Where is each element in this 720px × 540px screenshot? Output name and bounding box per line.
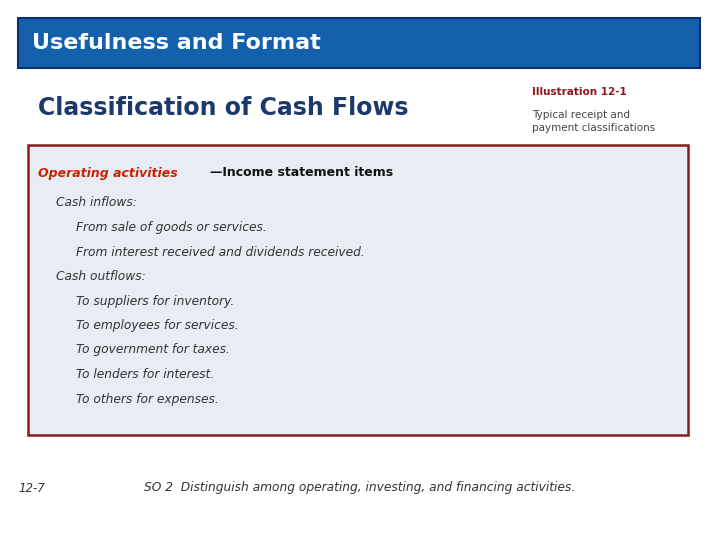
Text: Usefulness and Format: Usefulness and Format xyxy=(32,33,320,53)
Text: Classification of Cash Flows: Classification of Cash Flows xyxy=(38,96,408,120)
Text: —Income statement items: —Income statement items xyxy=(210,166,393,179)
Text: From sale of goods or services.: From sale of goods or services. xyxy=(76,221,266,234)
Text: SO 2  Distinguish among operating, investing, and financing activities.: SO 2 Distinguish among operating, invest… xyxy=(145,482,575,495)
Text: To lenders for interest.: To lenders for interest. xyxy=(76,368,214,381)
Text: Cash inflows:: Cash inflows: xyxy=(56,197,137,210)
Text: To others for expenses.: To others for expenses. xyxy=(76,393,219,406)
Text: Operating activities: Operating activities xyxy=(38,166,178,179)
Text: 12-7: 12-7 xyxy=(18,482,45,495)
Text: To suppliers for inventory.: To suppliers for inventory. xyxy=(76,294,234,307)
Text: From interest received and dividends received.: From interest received and dividends rec… xyxy=(76,246,365,259)
Text: Illustration 12-1: Illustration 12-1 xyxy=(532,87,626,97)
FancyBboxPatch shape xyxy=(28,145,688,435)
FancyBboxPatch shape xyxy=(18,18,700,68)
Text: Cash outflows:: Cash outflows: xyxy=(56,270,145,283)
Text: To employees for services.: To employees for services. xyxy=(76,319,238,332)
Text: Typical receipt and
payment classifications: Typical receipt and payment classificati… xyxy=(532,110,655,133)
Text: To government for taxes.: To government for taxes. xyxy=(76,343,230,356)
